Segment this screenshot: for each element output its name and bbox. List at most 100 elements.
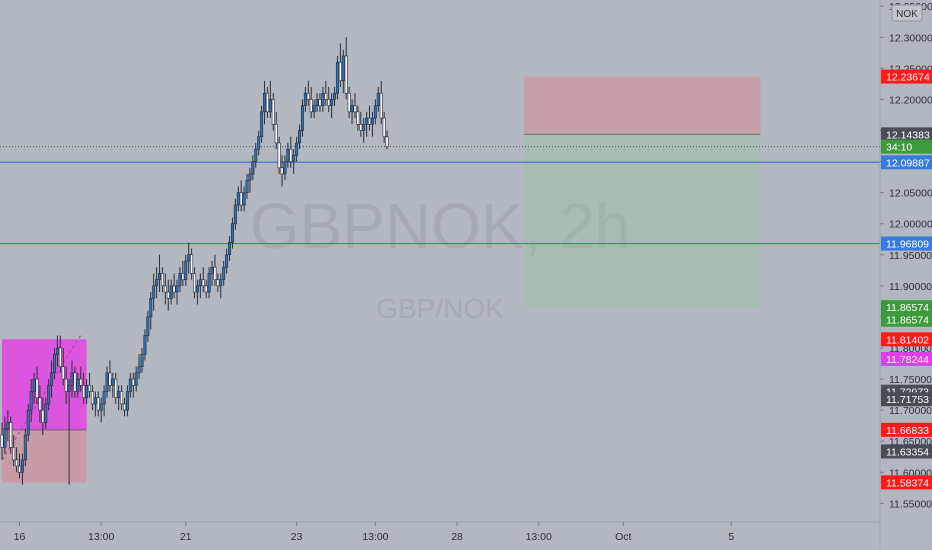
candle-body (38, 397, 42, 411)
candle (6, 410, 10, 442)
price-badge-label: 11.81402 (886, 334, 929, 346)
candle (172, 273, 176, 299)
candle-body (111, 378, 115, 386)
candle (373, 99, 377, 125)
candle-body (368, 117, 372, 125)
price-badge-box (881, 444, 932, 459)
candle-body (160, 273, 164, 287)
candle (12, 435, 16, 467)
time-tick-label: 5 (728, 531, 734, 543)
candle (362, 118, 366, 143)
candle (260, 105, 264, 143)
candle (61, 348, 65, 386)
candle-body (201, 279, 205, 287)
candle (198, 273, 202, 299)
candle-body (44, 403, 48, 423)
watermark-symbol: GBPNOK, 2h (250, 190, 631, 262)
price-tick-label: 11.75000 (889, 374, 932, 386)
price-badge-label: 12.09887 (886, 157, 930, 169)
price-tick-label: 12.30000 (889, 32, 932, 44)
candle (365, 111, 369, 137)
candle (166, 279, 170, 311)
position-zones[interactable] (1, 76, 761, 483)
candle (245, 174, 249, 199)
candle-body (283, 161, 287, 175)
candle (213, 254, 217, 286)
take-profit-zone[interactable] (524, 134, 761, 308)
time-tick-label: 13:00 (88, 531, 114, 543)
candle-body (327, 99, 331, 106)
candle-body (376, 92, 380, 106)
candle-body (277, 142, 281, 169)
candle-body (204, 285, 208, 293)
stop-loss-zone[interactable] (524, 76, 761, 135)
candle-body (280, 167, 284, 175)
price-tick-label: 11.90000 (889, 281, 932, 293)
candle-body (198, 279, 202, 287)
price-badge: 11.96809 (881, 236, 932, 251)
candle (82, 372, 86, 404)
candle-body (29, 391, 33, 411)
candle-body (64, 378, 68, 392)
candle (271, 93, 275, 131)
candle (344, 37, 348, 100)
candle (368, 105, 372, 131)
candle-body (70, 372, 74, 386)
candle-body (146, 316, 150, 336)
currency-label-box[interactable] (891, 4, 923, 22)
horizontal-levels[interactable] (0, 146, 880, 245)
candle-body (18, 465, 22, 473)
candle-body (96, 397, 100, 411)
candle-body (73, 372, 77, 392)
candle-body (3, 428, 7, 448)
watermark-pair: GBP/NOK (376, 293, 504, 324)
candle (268, 80, 272, 119)
candle-body (12, 447, 16, 461)
candle-body (114, 378, 118, 399)
candle (181, 261, 185, 286)
candle (47, 379, 51, 411)
candle (335, 55, 339, 100)
candle (277, 136, 281, 174)
candle-body (359, 123, 363, 131)
candle-body (41, 409, 45, 423)
candle-body (140, 353, 144, 367)
candle (318, 93, 322, 112)
price-badge-label: 11.58374 (886, 477, 929, 489)
price-badge-label: 11.86574 (886, 315, 929, 327)
candle (178, 267, 182, 293)
candle-body (309, 99, 313, 113)
price-badge-box (881, 312, 932, 327)
price-tick-label: 12.00000 (889, 219, 932, 231)
candle-body (222, 266, 226, 280)
candle (309, 87, 313, 119)
candle (225, 248, 229, 274)
candle-body (53, 353, 57, 374)
candle-body (105, 372, 109, 392)
candle-body (181, 273, 185, 280)
candle-body (163, 285, 167, 293)
candle (175, 279, 179, 305)
candle-body (225, 254, 229, 268)
candle-body (362, 123, 366, 131)
candle (330, 93, 334, 119)
candle-body (239, 192, 243, 206)
candle (99, 397, 103, 423)
candle (210, 261, 214, 286)
time-axis[interactable]: 16 13:00 21 23 13:00 28 13:00 Oct 5 (14, 522, 735, 543)
price-badge-box (881, 392, 932, 407)
candle (228, 236, 232, 261)
candle (29, 379, 33, 423)
candle (219, 273, 223, 299)
candle (248, 167, 252, 193)
candle (44, 397, 48, 429)
candle (18, 453, 22, 479)
price-badge: 11.63354 (881, 444, 932, 459)
candle-body (50, 372, 54, 386)
candle-body (90, 391, 94, 405)
candle-body (286, 148, 290, 162)
candle (286, 142, 290, 168)
candle-body (271, 99, 275, 125)
candle (23, 428, 27, 467)
